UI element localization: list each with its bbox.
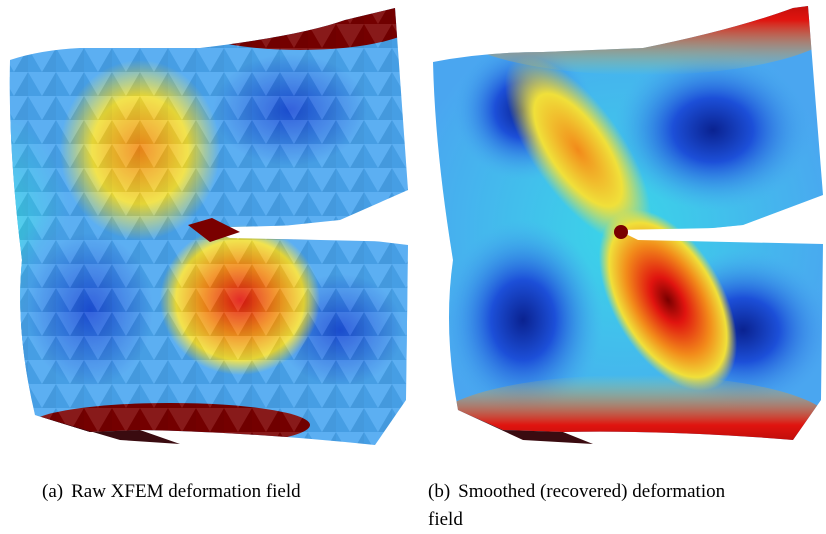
crack-notch: [200, 222, 408, 242]
caption-a: (a) Raw XFEM deformation field: [42, 478, 402, 506]
crack-notch: [618, 226, 823, 244]
caption-a-tag: (a): [42, 481, 64, 502]
caption-b-continuation: field: [428, 509, 463, 530]
caption-b-text: Smoothed (recovered) deformation: [458, 481, 726, 502]
smoothed-plot: [433, 6, 823, 444]
crack-tip: [188, 218, 240, 242]
caption-b-tag: (b): [428, 481, 451, 502]
caption-b: (b) Smoothed (recovered) deformation: [428, 478, 826, 506]
bottom-shadow: [35, 415, 180, 444]
bottom-shadow: [458, 410, 593, 444]
raw-xfem-plot: [9, 8, 408, 445]
caption-a-text: Raw XFEM deformation field: [71, 481, 301, 502]
smoothed-panel: [413, 0, 826, 450]
crack-tip: [614, 225, 628, 239]
raw-xfem-panel: [0, 0, 413, 450]
